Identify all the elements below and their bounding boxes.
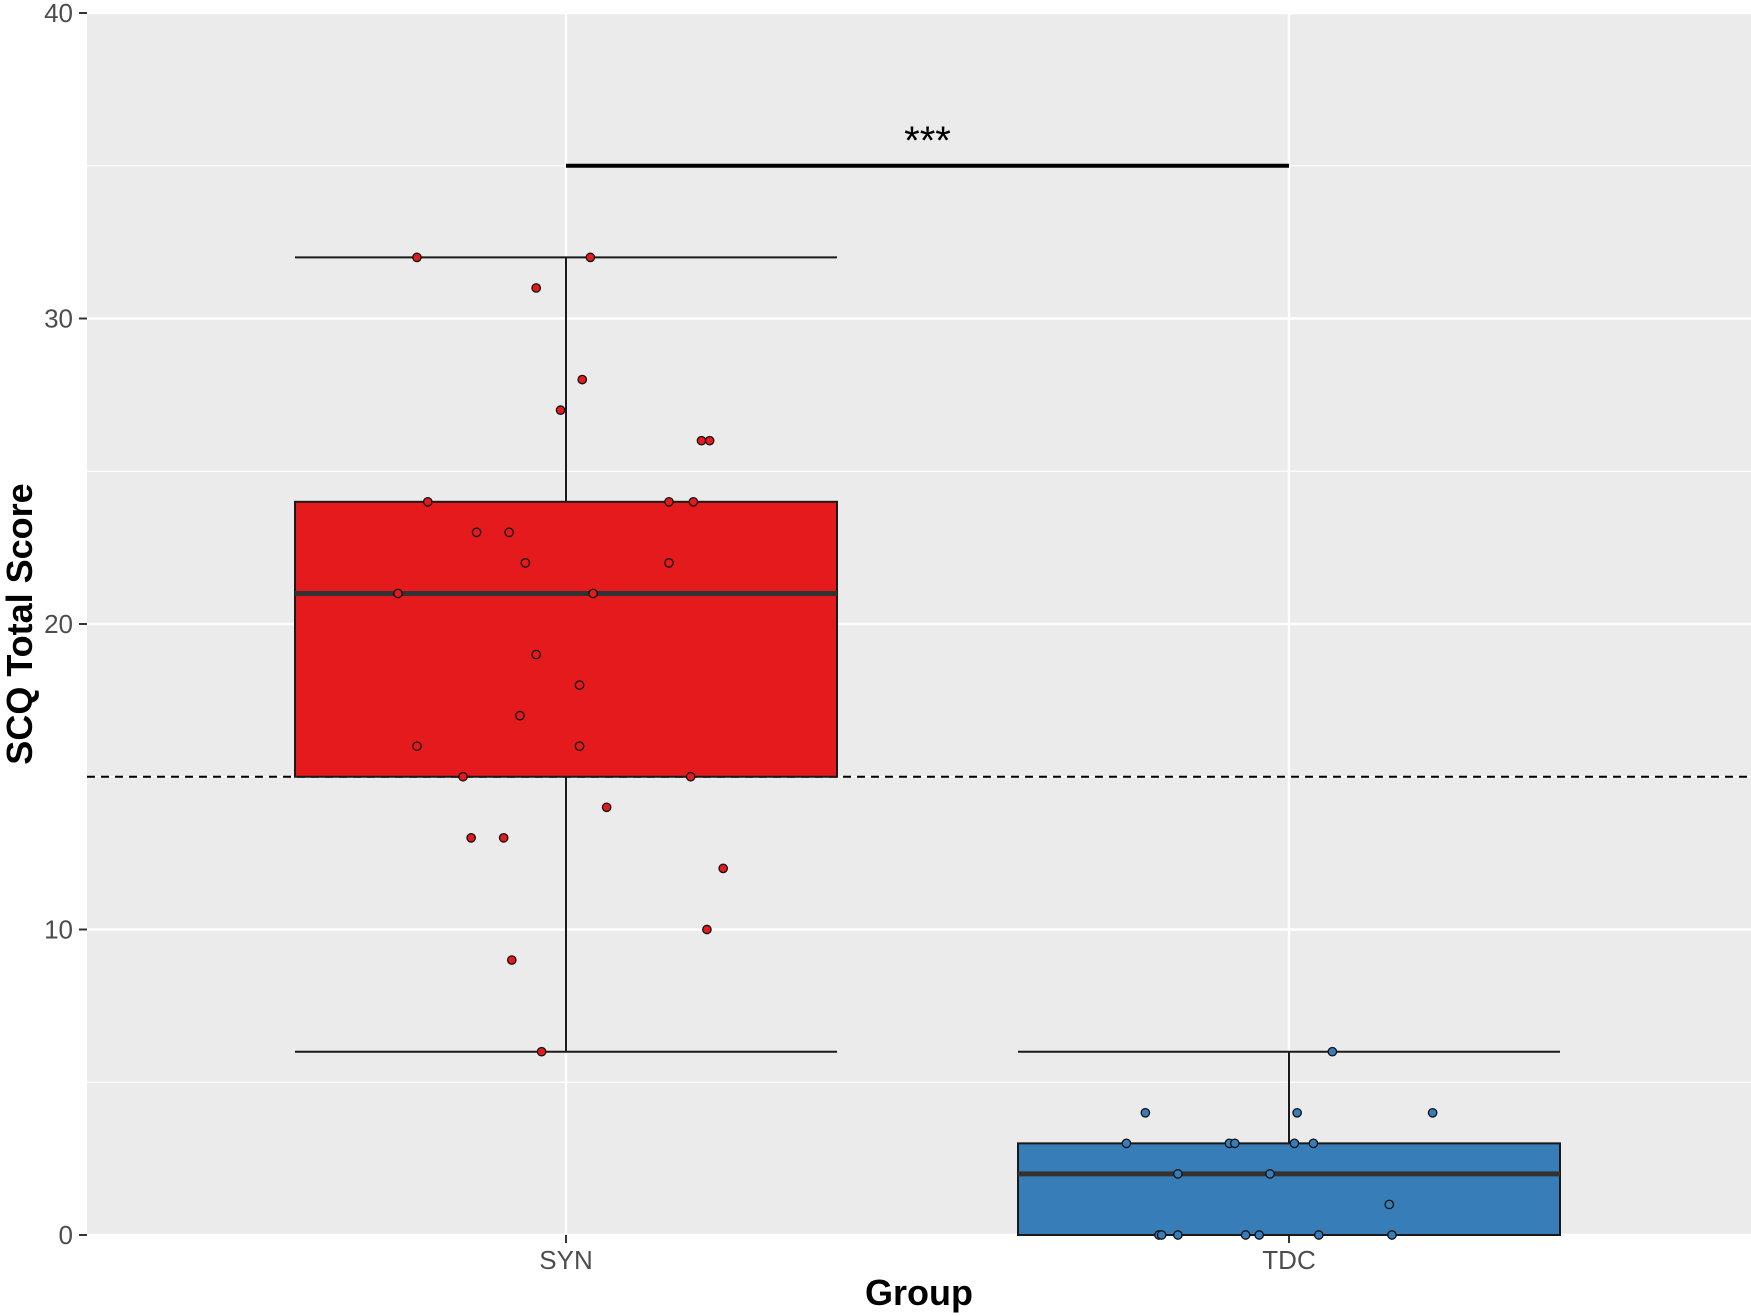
- data-point-syn: [664, 558, 674, 568]
- y-tick-label: 10: [44, 915, 73, 945]
- y-tick-label: 30: [44, 304, 73, 334]
- data-point-tdc: [1292, 1107, 1302, 1118]
- data-point-tdc: [1173, 1169, 1183, 1179]
- data-point-syn: [585, 252, 596, 263]
- data-point-tdc: [1156, 1230, 1167, 1240]
- data-point-syn: [515, 710, 525, 721]
- data-point-syn: [466, 832, 476, 843]
- iqr-box: [294, 500, 838, 778]
- data-point-syn: [574, 680, 585, 690]
- data-point-syn: [588, 588, 598, 599]
- data-point-syn: [601, 802, 612, 813]
- data-point-syn: [696, 435, 707, 446]
- significance-label: ***: [904, 119, 951, 163]
- data-point-syn: [506, 955, 517, 965]
- y-axis-title: SCQ Total Score: [0, 483, 40, 764]
- data-point-syn: [422, 496, 433, 507]
- data-point-syn: [520, 558, 531, 568]
- x-tick-label: TDC: [1262, 1245, 1315, 1275]
- box-syn: [294, 256, 838, 1053]
- data-point-syn: [498, 832, 509, 843]
- box-tdc: [1017, 1050, 1561, 1236]
- data-point-syn: [393, 588, 403, 599]
- y-tick-label: 0: [59, 1220, 73, 1250]
- data-point-syn: [458, 771, 468, 782]
- data-point-tdc: [1173, 1230, 1183, 1240]
- data-point-syn: [718, 863, 729, 874]
- data-point-tdc: [1229, 1138, 1240, 1149]
- data-point-tdc: [1140, 1107, 1151, 1118]
- significance-annotation: ***: [566, 119, 1289, 168]
- data-points: [393, 252, 1438, 1240]
- y-tick-label: 40: [44, 0, 73, 28]
- data-point-syn: [536, 1046, 547, 1057]
- data-point-tdc: [1313, 1230, 1324, 1240]
- data-point-syn: [531, 649, 542, 660]
- y-tick-label: 20: [44, 609, 73, 639]
- data-point-syn: [664, 496, 674, 507]
- data-point-tdc: [1427, 1107, 1438, 1118]
- data-point-tdc: [1289, 1138, 1300, 1149]
- data-point-tdc: [1308, 1138, 1319, 1149]
- boxes: [294, 256, 1561, 1236]
- data-point-syn: [412, 741, 422, 752]
- data-point-syn: [685, 771, 696, 782]
- data-point-tdc: [1387, 1230, 1397, 1240]
- data-point-syn: [412, 252, 422, 263]
- data-point-syn: [555, 405, 566, 415]
- data-point-tdc: [1384, 1199, 1395, 1210]
- axes: 0 10 20 30 40 SYN TDC: [44, 0, 1316, 1275]
- iqr-box: [1017, 1142, 1561, 1236]
- x-axis-title: Group: [865, 1272, 973, 1313]
- x-tick-label: SYN: [539, 1245, 592, 1275]
- data-point-syn: [704, 435, 715, 446]
- data-point-tdc: [1240, 1230, 1251, 1240]
- data-point-syn: [688, 496, 699, 507]
- data-point-tdc: [1254, 1230, 1265, 1240]
- data-point-tdc: [1121, 1138, 1132, 1149]
- data-point-tdc: [1265, 1169, 1275, 1179]
- data-point-syn: [702, 924, 712, 935]
- data-point-syn: [531, 283, 542, 293]
- data-point-syn: [574, 741, 585, 752]
- data-point-syn: [504, 527, 514, 538]
- data-point-tdc: [1327, 1046, 1338, 1057]
- data-point-syn: [577, 374, 588, 385]
- data-point-syn: [471, 527, 482, 538]
